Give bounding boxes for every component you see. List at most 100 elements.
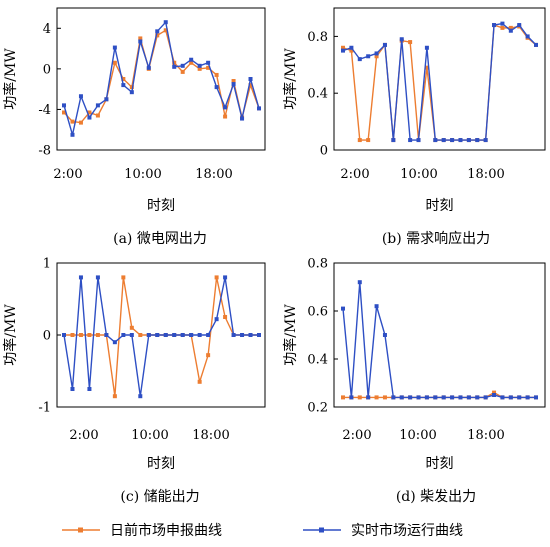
y-tick-label: -8 — [38, 144, 51, 159]
data-point-realtime — [155, 29, 160, 34]
data-point-realtime — [517, 23, 522, 28]
data-point-realtime — [138, 39, 143, 44]
data-point-dayahead — [341, 45, 345, 50]
caption-d: (d) 柴发出力 — [396, 489, 476, 505]
data-point-realtime — [146, 65, 151, 70]
x-axis-label: 时刻 — [147, 456, 175, 472]
data-point-realtime — [104, 333, 109, 337]
data-point-realtime — [391, 138, 396, 143]
data-point-realtime — [517, 395, 522, 400]
x-tick-label: 10:00 — [124, 167, 161, 182]
data-point-dayahead — [189, 60, 194, 65]
series-line-dayahead — [63, 29, 260, 124]
data-point-dayahead — [95, 333, 100, 337]
series-line-realtime — [342, 22, 537, 141]
data-point-dayahead — [87, 110, 92, 115]
x-axis-label: 时刻 — [426, 198, 454, 214]
data-point-realtime — [416, 138, 421, 143]
y-axis-label: 功率/MW — [282, 304, 299, 366]
caption-b: (b) 需求响应出力 — [382, 230, 490, 247]
data-point-dayahead — [223, 114, 228, 119]
data-point-dayahead — [129, 85, 134, 90]
x-axis-label: 时刻 — [426, 456, 454, 472]
data-point-dayahead — [357, 395, 362, 400]
legend-realtime: 实时市场运行曲线 — [303, 522, 463, 539]
y-axis-label: 功率/MW — [282, 48, 299, 110]
data-point-realtime — [424, 45, 429, 50]
data-point-realtime — [248, 77, 253, 81]
data-point-realtime — [349, 395, 354, 400]
plot-frame — [333, 7, 546, 151]
y-axis-label: 功率/MW — [2, 304, 19, 366]
data-point-realtime — [78, 94, 83, 99]
data-point-dayahead — [424, 65, 429, 70]
data-point-dayahead — [62, 110, 66, 115]
data-point-realtime — [475, 395, 480, 400]
data-point-realtime — [450, 395, 455, 400]
data-point-realtime — [349, 45, 354, 50]
data-point-realtime — [146, 333, 151, 337]
data-point-dayahead — [214, 72, 219, 77]
data-point-dayahead — [231, 79, 236, 84]
series-line-dayahead — [342, 24, 537, 141]
data-point-dayahead — [78, 120, 83, 125]
legend-realtime-label: 实时市场运行曲线 — [351, 522, 463, 539]
data-point-realtime — [172, 64, 177, 69]
legend-dayahead-label: 日前市场申报曲线 — [110, 522, 222, 539]
data-point-dayahead — [382, 395, 387, 400]
data-point-realtime — [223, 275, 228, 280]
x-axis-label: 时刻 — [147, 198, 175, 214]
series-line-realtime — [63, 276, 259, 397]
data-point-dayahead — [500, 25, 505, 30]
y-tick-label: 4 — [43, 22, 51, 37]
data-point-dayahead — [138, 36, 143, 41]
data-point-realtime — [231, 333, 236, 337]
data-point-dayahead — [374, 54, 379, 59]
legend: 日前市场申报曲线 实时市场运行曲线 — [62, 522, 463, 539]
x-tick-label: 18:00 — [467, 167, 504, 182]
data-point-realtime — [416, 395, 421, 400]
chart-microgrid-output: 4 0 -4 -82:00 10:00 18:00 时刻 功率/MW — [2, 7, 266, 214]
x-tick-label: 10:00 — [399, 428, 436, 443]
data-point-dayahead — [214, 275, 219, 280]
data-point-realtime — [441, 138, 446, 143]
data-point-realtime — [214, 317, 219, 322]
data-point-realtime — [155, 333, 160, 337]
data-point-dayahead — [206, 353, 211, 358]
data-point-realtime — [257, 106, 261, 111]
data-point-dayahead — [112, 394, 117, 399]
data-point-realtime — [189, 57, 194, 62]
data-point-realtime — [206, 333, 211, 337]
data-point-dayahead — [508, 25, 513, 30]
data-point-realtime — [189, 333, 194, 337]
data-point-realtime — [129, 333, 134, 337]
data-point-realtime — [382, 42, 387, 47]
data-point-realtime — [138, 394, 143, 399]
data-point-realtime — [534, 395, 538, 400]
data-point-realtime — [408, 395, 413, 400]
y-tick-label: 0 — [320, 144, 328, 159]
data-point-realtime — [180, 333, 185, 337]
data-point-realtime — [197, 63, 202, 68]
data-point-realtime — [492, 393, 497, 397]
data-point-dayahead — [155, 33, 160, 38]
data-point-dayahead — [87, 333, 92, 337]
data-point-realtime — [257, 333, 261, 337]
legend-dayahead-marker — [78, 527, 83, 533]
series-line-realtime — [342, 281, 536, 399]
data-point-dayahead — [197, 379, 202, 384]
data-point-realtime — [104, 97, 109, 102]
data-point-dayahead — [70, 333, 75, 337]
data-point-realtime — [121, 333, 126, 337]
data-point-dayahead — [341, 395, 345, 400]
data-point-realtime — [483, 138, 488, 143]
data-point-realtime — [112, 45, 117, 50]
data-point-dayahead — [70, 119, 75, 124]
data-point-realtime — [374, 304, 379, 309]
data-point-realtime — [466, 395, 471, 400]
data-point-realtime — [87, 387, 92, 391]
data-point-realtime — [525, 395, 530, 400]
data-point-dayahead — [95, 113, 100, 118]
data-point-dayahead — [197, 66, 202, 71]
